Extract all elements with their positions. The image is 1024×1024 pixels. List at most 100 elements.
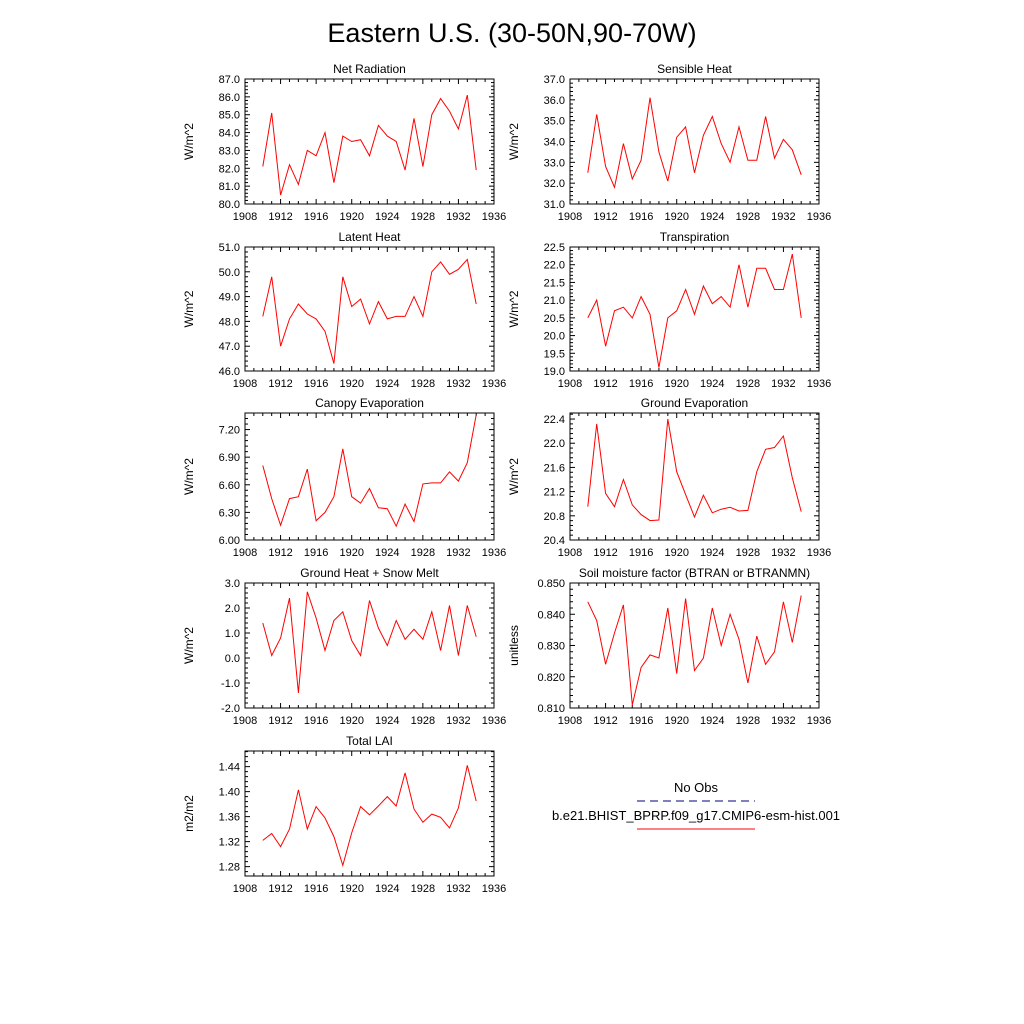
- y-tick-label: 3.0: [225, 578, 240, 590]
- plot-frame: [244, 750, 495, 877]
- y-tick-label: 6.00: [219, 535, 240, 547]
- x-tick-label: 1936: [807, 547, 831, 559]
- x-tick-label: 1912: [268, 883, 292, 895]
- y-axis-label: W/m^2: [507, 458, 521, 495]
- y-tick-label: 6.60: [219, 480, 240, 492]
- x-tick-label: 1916: [629, 211, 653, 223]
- x-tick-label: 1936: [482, 211, 506, 223]
- y-tick-label: 86.0: [219, 92, 240, 104]
- y-axis-label: W/m^2: [182, 458, 196, 495]
- x-tick-label: 1916: [629, 547, 653, 559]
- plot-frame: [569, 412, 820, 541]
- y-tick-label: 0.830: [537, 641, 565, 653]
- x-tick-label: 1920: [339, 547, 363, 559]
- y-tick-label: 6.30: [219, 507, 240, 519]
- y-tick-label: 20.5: [544, 313, 565, 325]
- x-tick-label: 1920: [339, 883, 363, 895]
- x-tick-label: 1928: [411, 547, 435, 559]
- x-tick-label: 1932: [446, 547, 470, 559]
- x-tick-label: 1932: [771, 715, 795, 727]
- x-tick-label: 1928: [411, 715, 435, 727]
- x-tick-label: 1932: [771, 211, 795, 223]
- x-tick-label: 1912: [268, 715, 292, 727]
- y-tick-label: 1.28: [219, 862, 240, 874]
- x-tick-label: 1920: [664, 378, 688, 390]
- y-tick-label: 0.850: [537, 578, 565, 590]
- y-tick-label: 1.40: [219, 787, 240, 799]
- x-tick-label: 1928: [411, 378, 435, 390]
- y-tick-label: 22.5: [544, 242, 565, 254]
- y-tick-label: 34.0: [544, 137, 565, 149]
- y-axis-label: W/m^2: [182, 290, 196, 327]
- series-line: [262, 94, 477, 196]
- x-tick-label: 1908: [558, 211, 582, 223]
- panel-title: Ground Heat + Snow Melt: [300, 566, 439, 580]
- y-tick-label: 21.6: [544, 462, 565, 474]
- x-tick-label: 1928: [736, 547, 760, 559]
- x-tick-label: 1916: [629, 715, 653, 727]
- panel-title: Canopy Evaporation: [315, 396, 424, 410]
- y-tick-label: 51.0: [219, 242, 240, 254]
- y-tick-label: 37.0: [544, 74, 565, 86]
- y-tick-label: 32.0: [544, 178, 565, 190]
- y-axis-label: W/m^2: [507, 290, 521, 327]
- y-tick-label: 31.0: [544, 199, 565, 211]
- plot-frame: [244, 246, 495, 372]
- x-tick-label: 1912: [593, 715, 617, 727]
- y-tick-label: 20.0: [544, 331, 565, 343]
- y-tick-label: 48.0: [219, 316, 240, 328]
- y-tick-label: 84.0: [219, 128, 240, 140]
- panel-title: Ground Evaporation: [641, 396, 748, 410]
- x-tick-label: 1916: [304, 547, 328, 559]
- x-tick-label: 1916: [629, 378, 653, 390]
- x-tick-label: 1932: [446, 211, 470, 223]
- y-tick-label: 21.0: [544, 295, 565, 307]
- y-tick-label: 7.20: [219, 425, 240, 437]
- x-tick-label: 1924: [375, 715, 399, 727]
- chart-panel: Ground Heat + Snow Melt W/m^2 1908 1912 1916…: [182, 566, 506, 727]
- series-line: [262, 414, 477, 528]
- y-axis-label: W/m^2: [182, 123, 196, 160]
- panels-group: Net Radiation W/m^2 1908 1912 1916 1920 1924 19…: [182, 62, 831, 895]
- x-tick-label: 1924: [375, 378, 399, 390]
- plot-frame: [569, 78, 820, 205]
- y-tick-label: 82.0: [219, 163, 240, 175]
- y-tick-label: 83.0: [219, 145, 240, 157]
- x-tick-label: 1908: [233, 547, 257, 559]
- x-tick-label: 1932: [771, 378, 795, 390]
- series-line: [262, 258, 477, 364]
- x-tick-label: 1908: [558, 715, 582, 727]
- y-tick-label: 1.0: [225, 628, 240, 640]
- x-tick-label: 1928: [411, 883, 435, 895]
- x-tick-label: 1932: [446, 883, 470, 895]
- x-tick-label: 1916: [304, 378, 328, 390]
- y-tick-label: 19.0: [544, 366, 565, 378]
- x-tick-label: 1908: [233, 211, 257, 223]
- y-tick-label: 6.90: [219, 452, 240, 464]
- series-line: [587, 595, 802, 706]
- y-tick-label: 2.0: [225, 603, 240, 615]
- x-tick-label: 1924: [700, 715, 724, 727]
- y-tick-label: 1.32: [219, 837, 240, 849]
- y-tick-label: 0.810: [537, 703, 565, 715]
- y-tick-label: 80.0: [219, 199, 240, 211]
- y-tick-label: 87.0: [219, 74, 240, 86]
- y-tick-label: 0.820: [537, 672, 565, 684]
- x-tick-label: 1924: [700, 547, 724, 559]
- x-tick-label: 1924: [700, 211, 724, 223]
- x-tick-label: 1908: [233, 715, 257, 727]
- x-tick-label: 1936: [807, 378, 831, 390]
- x-tick-label: 1928: [736, 715, 760, 727]
- x-tick-label: 1928: [736, 211, 760, 223]
- series-line: [587, 253, 802, 368]
- plot-frame: [569, 582, 820, 709]
- panel-title: Latent Heat: [338, 230, 401, 244]
- y-tick-label: 85.0: [219, 110, 240, 122]
- y-axis-label: m2/m2: [182, 795, 196, 832]
- y-tick-label: 22.4: [544, 414, 565, 426]
- panel-title: Transpiration: [660, 230, 730, 244]
- x-tick-label: 1936: [807, 715, 831, 727]
- x-tick-label: 1916: [304, 883, 328, 895]
- x-tick-label: 1908: [233, 378, 257, 390]
- x-tick-label: 1920: [339, 211, 363, 223]
